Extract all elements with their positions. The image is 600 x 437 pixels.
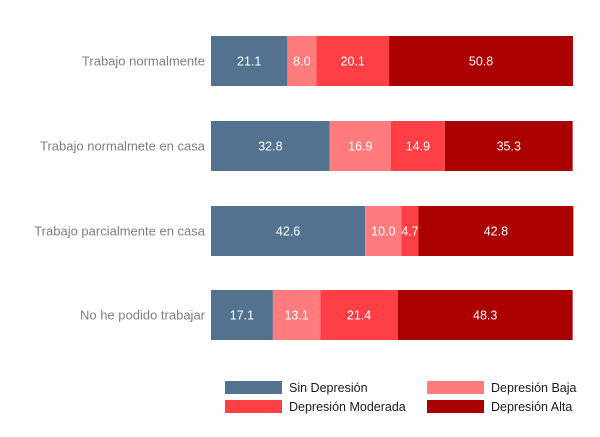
bar-depresion-baja-trabajo-normalmente xyxy=(287,36,317,86)
bar-depresion-alta-no-he-podido-trabajar xyxy=(397,290,573,340)
bar-sin-depresion-trabajo-normalmente xyxy=(211,36,288,86)
legend-swatch-depresion-moderada xyxy=(225,400,282,413)
value-label-depresion-alta-trabajo-normalmete-en-casa: 35.3 xyxy=(497,140,521,154)
value-label-depresion-baja-trabajo-normalmete-en-casa: 16.9 xyxy=(348,140,372,154)
legend-swatch-depresion-baja xyxy=(427,381,484,394)
bar-depresion-moderada-trabajo-parcialmente-en-casa xyxy=(401,206,419,256)
value-label-depresion-baja-trabajo-normalmente: 8.0 xyxy=(293,55,310,69)
bars-group: 21.1 8.0 20.1 50.8 32.8 16.9 14.9 35.3 42.6 10.0 4… xyxy=(211,36,574,340)
value-label-depresion-moderada-trabajo-normalmente: 20.1 xyxy=(341,55,365,69)
value-label-depresion-baja-trabajo-parcialmente-en-casa: 10.0 xyxy=(371,225,395,239)
legend-item-sin-depresion: Sin Depresión xyxy=(225,381,368,395)
value-label-sin-depresion-trabajo-normalmente: 21.1 xyxy=(237,55,261,69)
value-label-sin-depresion-no-he-podido-trabajar: 17.1 xyxy=(230,309,254,323)
value-label-depresion-alta-trabajo-normalmente: 50.8 xyxy=(469,55,493,69)
bar-sin-depresion-trabajo-normalmete-en-casa xyxy=(211,121,330,171)
legend-item-depresion-moderada: Depresión Moderada xyxy=(225,400,406,414)
legend-label-depresion-alta: Depresión Alta xyxy=(491,400,572,414)
value-label-depresion-alta-no-he-podido-trabajar: 48.3 xyxy=(473,309,497,323)
value-label-depresion-baja-no-he-podido-trabajar: 13.1 xyxy=(284,309,308,323)
category-label-trabajo-normalmente: Trabajo normalmente xyxy=(82,54,205,69)
legend: Sin Depresión Depresión Baja Depresión Mod… xyxy=(225,381,577,414)
legend-item-depresion-alta: Depresión Alta xyxy=(427,400,572,414)
bar-depresion-baja-trabajo-normalmete-en-casa xyxy=(329,121,391,171)
bar-depresion-alta-trabajo-normalmente xyxy=(389,36,573,86)
bar-depresion-baja-no-he-podido-trabajar xyxy=(272,290,321,340)
legend-label-depresion-baja: Depresión Baja xyxy=(491,381,577,395)
category-label-trabajo-parcialmente-en-casa: Trabajo parcialmente en casa xyxy=(34,224,206,239)
category-label-no-he-podido-trabajar: No he podido trabajar xyxy=(80,308,206,323)
bar-depresion-alta-trabajo-parcialmente-en-casa xyxy=(418,206,574,256)
value-label-depresion-moderada-trabajo-normalmete-en-casa: 14.9 xyxy=(406,140,430,154)
value-label-depresion-alta-trabajo-parcialmente-en-casa: 42.8 xyxy=(484,225,508,239)
value-label-depresion-moderada-trabajo-parcialmente-en-casa: 4.7 xyxy=(401,225,418,239)
bar-sin-depresion-trabajo-parcialmente-en-casa xyxy=(211,206,366,256)
value-label-sin-depresion-trabajo-parcialmente-en-casa: 42.6 xyxy=(276,225,300,239)
bar-depresion-alta-trabajo-normalmete-en-casa xyxy=(444,121,573,171)
bar-depresion-baja-trabajo-parcialmente-en-casa xyxy=(365,206,402,256)
legend-item-depresion-baja: Depresión Baja xyxy=(427,381,577,395)
value-label-sin-depresion-trabajo-normalmete-en-casa: 32.8 xyxy=(258,140,282,154)
legend-swatch-depresion-alta xyxy=(427,400,484,413)
bar-depresion-moderada-trabajo-normalmente xyxy=(316,36,390,86)
bar-depresion-moderada-trabajo-normalmete-en-casa xyxy=(390,121,445,171)
legend-swatch-sin-depresion xyxy=(225,381,282,394)
legend-label-sin-depresion: Sin Depresión xyxy=(289,381,368,395)
legend-label-depresion-moderada: Depresión Moderada xyxy=(289,400,406,414)
value-label-depresion-moderada-no-he-podido-trabajar: 21.4 xyxy=(347,309,371,323)
bar-sin-depresion-no-he-podido-trabajar xyxy=(211,290,273,340)
bar-depresion-moderada-no-he-podido-trabajar xyxy=(320,290,398,340)
category-labels-group: Trabajo normalmente Trabajo normalmete en… xyxy=(34,54,206,323)
category-label-trabajo-normalmete-en-casa: Trabajo normalmete en casa xyxy=(40,139,206,154)
